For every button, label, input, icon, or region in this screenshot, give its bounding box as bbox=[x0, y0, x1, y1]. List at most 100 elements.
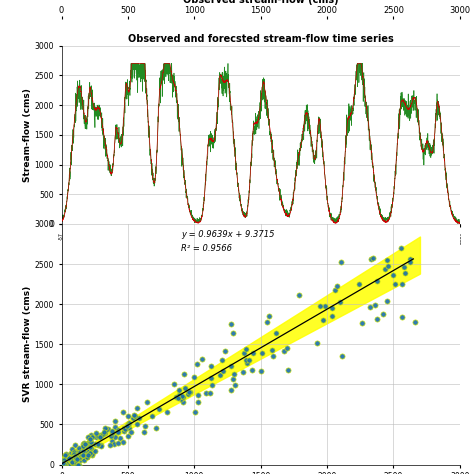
Point bbox=[121, 425, 129, 433]
Point bbox=[71, 461, 79, 468]
Point bbox=[88, 433, 96, 441]
Point bbox=[85, 447, 92, 455]
Point bbox=[398, 280, 406, 288]
Point bbox=[78, 448, 86, 456]
Point bbox=[62, 461, 70, 468]
Point bbox=[241, 349, 248, 357]
Point bbox=[79, 443, 86, 450]
Point bbox=[63, 454, 71, 461]
Point bbox=[338, 352, 346, 359]
Point bbox=[391, 280, 399, 288]
Point bbox=[64, 455, 72, 462]
Point bbox=[179, 393, 187, 401]
Point bbox=[59, 461, 66, 468]
Point bbox=[72, 454, 79, 461]
Point bbox=[359, 319, 366, 327]
Point bbox=[94, 441, 101, 448]
Point bbox=[379, 310, 387, 318]
Point bbox=[131, 412, 138, 419]
Point bbox=[173, 393, 180, 401]
Point bbox=[111, 433, 118, 441]
Point bbox=[70, 456, 77, 464]
Point bbox=[184, 387, 192, 394]
Point bbox=[61, 458, 69, 465]
Point bbox=[64, 457, 71, 465]
Point bbox=[114, 439, 121, 447]
Point bbox=[125, 419, 132, 427]
Point bbox=[110, 440, 118, 448]
Point bbox=[73, 456, 81, 463]
Point bbox=[61, 455, 68, 463]
Point bbox=[63, 450, 70, 457]
Point bbox=[79, 447, 86, 454]
Point bbox=[60, 460, 68, 468]
Point bbox=[61, 454, 69, 462]
Point bbox=[70, 455, 78, 463]
Point bbox=[398, 313, 406, 321]
Point bbox=[152, 424, 159, 432]
Point bbox=[86, 449, 94, 457]
Point bbox=[74, 452, 82, 459]
Point bbox=[76, 452, 84, 459]
Point bbox=[295, 291, 302, 299]
Point bbox=[177, 395, 185, 403]
Point bbox=[92, 433, 100, 441]
Point bbox=[185, 388, 192, 396]
Point bbox=[68, 445, 76, 452]
Point bbox=[175, 392, 183, 399]
Point bbox=[270, 353, 277, 360]
Point bbox=[78, 451, 86, 459]
Point bbox=[73, 455, 80, 462]
Point bbox=[319, 316, 327, 323]
Point bbox=[191, 374, 198, 381]
Point bbox=[280, 347, 288, 355]
Point bbox=[80, 451, 87, 459]
Point bbox=[86, 443, 94, 451]
Point bbox=[163, 408, 171, 416]
Point bbox=[73, 449, 81, 457]
Point bbox=[381, 265, 389, 273]
Point bbox=[81, 447, 89, 455]
Point bbox=[111, 417, 119, 424]
Point bbox=[70, 454, 77, 462]
Point bbox=[316, 302, 323, 310]
Point bbox=[62, 455, 69, 462]
Point bbox=[77, 447, 85, 454]
Point bbox=[401, 269, 409, 276]
Point bbox=[258, 349, 266, 357]
Point bbox=[65, 456, 73, 463]
Point bbox=[60, 455, 67, 463]
Point bbox=[208, 382, 216, 389]
Point bbox=[78, 448, 85, 456]
Point bbox=[75, 445, 82, 452]
Point bbox=[175, 394, 182, 401]
Point bbox=[109, 427, 116, 435]
Point bbox=[218, 356, 226, 364]
Point bbox=[87, 438, 95, 446]
Y-axis label: SVR stream-flow (cms): SVR stream-flow (cms) bbox=[23, 286, 32, 402]
Point bbox=[58, 456, 66, 464]
Point bbox=[243, 356, 250, 364]
Point bbox=[328, 312, 336, 320]
Point bbox=[70, 449, 78, 457]
Point bbox=[76, 449, 83, 456]
Point bbox=[77, 452, 85, 460]
Point bbox=[208, 374, 215, 382]
Point bbox=[108, 429, 116, 437]
Point bbox=[133, 420, 140, 428]
Point bbox=[101, 425, 109, 432]
Point bbox=[371, 301, 378, 309]
Point bbox=[88, 450, 95, 458]
Point bbox=[216, 371, 223, 379]
Point bbox=[130, 411, 138, 419]
Point bbox=[284, 366, 292, 374]
Point bbox=[82, 440, 89, 447]
Point bbox=[67, 457, 75, 465]
Point bbox=[227, 362, 235, 370]
Point bbox=[59, 461, 67, 468]
Point bbox=[384, 262, 392, 270]
Point bbox=[81, 439, 88, 447]
Point bbox=[175, 386, 182, 393]
Point bbox=[141, 423, 148, 430]
Point bbox=[80, 447, 87, 455]
